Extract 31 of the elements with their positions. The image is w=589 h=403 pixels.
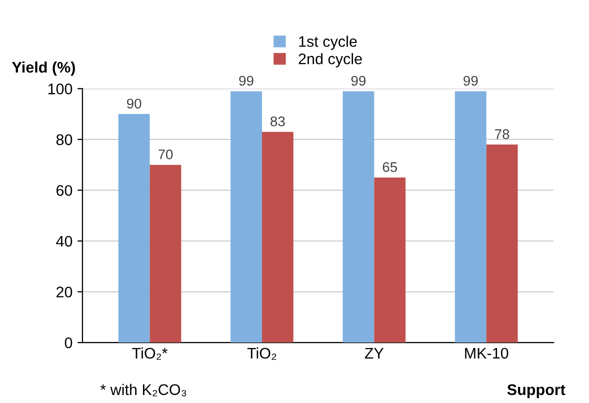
data-label: 65 xyxy=(382,162,398,172)
y-tick-label: 0 xyxy=(64,337,72,348)
data-label: 99 xyxy=(351,76,366,86)
data-label: 90 xyxy=(126,98,142,109)
bar xyxy=(262,132,294,343)
y-axis-title: Yield (%) xyxy=(12,61,75,76)
x-tick-label: TiO₂ xyxy=(247,347,276,360)
bar xyxy=(454,91,486,343)
y-tick-label: 100 xyxy=(48,84,72,94)
x-tick-label: ZY xyxy=(364,348,384,358)
x-axis-title: Support xyxy=(507,384,566,398)
data-label: 70 xyxy=(158,149,173,160)
y-tick-label: 20 xyxy=(56,286,72,298)
legend-label: 2nd cycle xyxy=(298,53,362,68)
data-label: 99 xyxy=(239,76,254,86)
x-tick-label: MK-10 xyxy=(465,348,508,359)
y-tick-label: 60 xyxy=(56,185,72,196)
data-label: 99 xyxy=(464,76,478,86)
bar xyxy=(486,144,518,343)
bar xyxy=(342,91,374,343)
y-tick-label: 80 xyxy=(56,134,72,146)
bar xyxy=(230,91,262,343)
bar xyxy=(118,114,150,343)
text: * with K₂CO₃ xyxy=(100,384,186,396)
x-tick-label: TiO₂* xyxy=(132,347,168,360)
data-label: 78 xyxy=(495,129,510,139)
data-label: 83 xyxy=(270,116,285,126)
bar xyxy=(374,178,406,343)
legend-label: 1st cycle xyxy=(299,36,357,50)
y-tick-label: 40 xyxy=(56,236,72,247)
bar xyxy=(150,164,182,343)
